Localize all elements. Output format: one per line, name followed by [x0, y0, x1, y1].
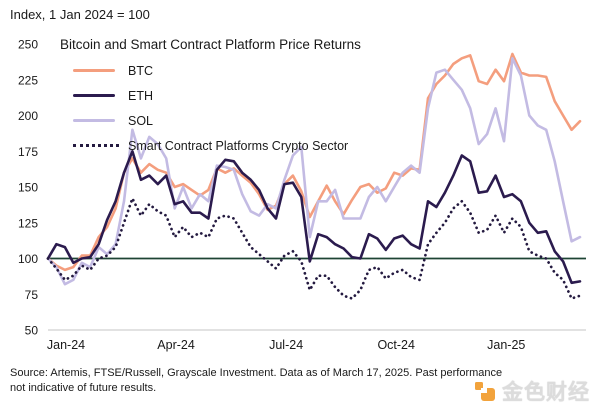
legend-swatch-icon — [73, 144, 119, 147]
legend-swatch-icon — [73, 69, 119, 72]
legend-item-smart-contract-platforms-crypto-sector: Smart Contract Platforms Crypto Sector — [73, 133, 348, 158]
y-tick-label: 250 — [18, 38, 38, 52]
legend-label: BTC — [128, 63, 153, 78]
x-tick-label: Jan-25 — [487, 338, 525, 352]
legend-item-eth: ETH — [73, 83, 348, 108]
y-tick-label: 225 — [18, 73, 38, 87]
x-tick-label: Oct-24 — [377, 338, 415, 352]
legend-item-btc: BTC — [73, 58, 348, 83]
chart-title: Bitcoin and Smart Contract Platform Pric… — [60, 37, 361, 52]
y-tick-label: 175 — [18, 145, 38, 159]
eth-line — [46, 150, 582, 285]
y-tick-label: 50 — [25, 324, 39, 338]
y-tick-label: 100 — [18, 252, 38, 266]
x-tick-label: Apr-24 — [157, 338, 195, 352]
legend-swatch-icon — [73, 94, 119, 97]
index-note: Index, 1 Jan 2024 = 100 — [10, 7, 150, 22]
legend-swatch-icon — [73, 119, 119, 122]
y-tick-label: 75 — [25, 288, 39, 302]
watermark: 金色财经 — [473, 376, 590, 406]
y-tick-label: 150 — [18, 181, 38, 195]
legend-label: Smart Contract Platforms Crypto Sector — [128, 138, 349, 153]
x-tick-label: Jan-24 — [47, 338, 85, 352]
y-tick-label: 200 — [18, 109, 38, 123]
smart-contract-platforms-crypto-sector-line — [46, 197, 582, 300]
legend-label: ETH — [128, 88, 153, 103]
sol-line — [46, 56, 582, 286]
source-note: Source: Artemis, FTSE/Russell, Grayscale… — [10, 367, 503, 395]
y-tick-label: 125 — [18, 216, 38, 230]
watermark-text: 金色财经 — [502, 381, 590, 404]
chart-legend: BTC ETH SOL Smart Contract Platforms Crypto… — [73, 58, 348, 158]
legend-item-sol: SOL — [73, 108, 348, 133]
price-returns-chart: 250 225 200 175 150 125 100 75 50 Jan-24 Apr-24 Jul… — [18, 38, 586, 352]
jinse-finance-logo-icon — [475, 382, 495, 401]
legend-label: SOL — [128, 113, 154, 128]
x-tick-label: Jul-24 — [269, 338, 303, 352]
